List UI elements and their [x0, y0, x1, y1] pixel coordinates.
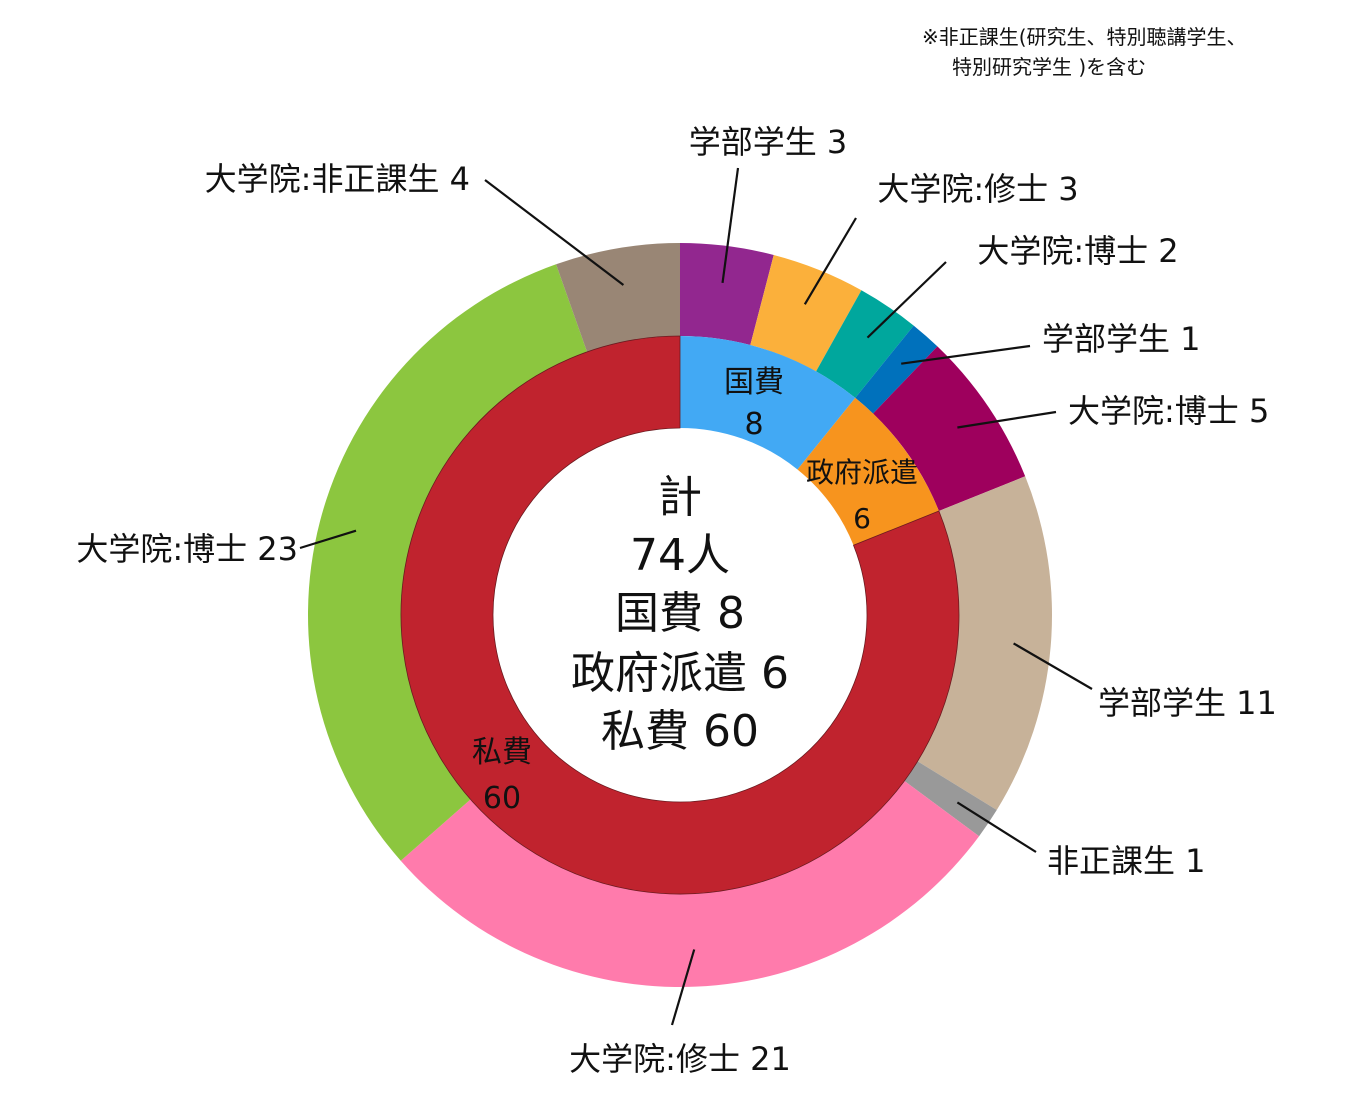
outer-slice-6: [904, 761, 997, 837]
outer-label-2: 大学院:博士 2: [977, 232, 1178, 270]
leader-line-0: [721, 167, 740, 284]
inner-slice-0: [680, 336, 856, 470]
inner-slice-2: [400, 335, 960, 895]
outer-label-1: 大学院:修士 3: [877, 170, 1078, 208]
center-shihi: 私費 60: [601, 706, 759, 757]
leader-line-4: [957, 410, 1057, 429]
inner-label-2-value: 60: [483, 781, 521, 816]
inner-label-0-name: 国費: [724, 365, 784, 400]
outer-slice-5: [917, 476, 1052, 811]
leader-line-1: [803, 217, 857, 305]
outer-slice-1: [750, 255, 862, 372]
center-total-label: 計: [658, 472, 702, 523]
leader-line-5: [1013, 642, 1093, 690]
leader-line-2: [866, 261, 947, 339]
center-seifu: 政府派遣 6: [571, 648, 789, 699]
outer-ring: [308, 243, 1052, 987]
inner-ring: [400, 335, 960, 895]
outer-label-8: 大学院:博士 23: [76, 530, 298, 568]
footnote-line-2: 特別研究学生 )を含む: [952, 55, 1147, 79]
outer-slice-3: [855, 325, 938, 414]
center-text: 計 74人 国費 8 政府派遣 6 私費 60: [571, 472, 789, 757]
outer-label-7: 大学院:修士 21: [569, 1040, 791, 1078]
leader-line-6: [956, 801, 1037, 853]
outer-label-4: 大学院:博士 5: [1068, 392, 1269, 430]
outer-label-3: 学部学生 1: [1042, 320, 1201, 358]
outer-slice-4: [873, 346, 1026, 511]
outer-label-6: 非正課生 1: [1047, 842, 1206, 880]
inner-slice-1: [797, 397, 939, 546]
outer-labels: 学部学生 3 大学院:修士 3 大学院:博士 2 学部学生 1 大学院:博士 5 学部学生…: [76, 123, 1277, 1078]
outer-slice-7: [400, 780, 980, 987]
leader-line-9: [484, 179, 625, 286]
inner-labels: 国費 8 政府派遣 6 私費 60: [472, 365, 918, 816]
outer-label-0: 学部学生 3: [689, 123, 848, 161]
outer-slice-9: [556, 243, 680, 352]
footnote-line-1: ※非正課生(研究生、特別聴講学生、: [922, 25, 1247, 49]
outer-label-9: 大学院:非正課生 4: [205, 160, 470, 198]
leader-lines: [299, 167, 1093, 1026]
center-total-count: 74人: [630, 530, 730, 581]
leader-line-7: [670, 949, 696, 1026]
outer-slice-0: [680, 243, 774, 346]
inner-label-2-name: 私費: [472, 735, 532, 770]
outer-label-5: 学部学生 11: [1098, 684, 1277, 722]
center-kokuhi: 国費 8: [615, 588, 745, 639]
inner-label-1-value: 6: [853, 502, 871, 535]
inner-label-1-name: 政府派遣: [806, 456, 918, 489]
leader-line-3: [901, 344, 1031, 365]
leader-line-8: [299, 529, 357, 550]
outer-slice-8: [308, 264, 588, 861]
inner-label-0-value: 8: [744, 407, 763, 442]
